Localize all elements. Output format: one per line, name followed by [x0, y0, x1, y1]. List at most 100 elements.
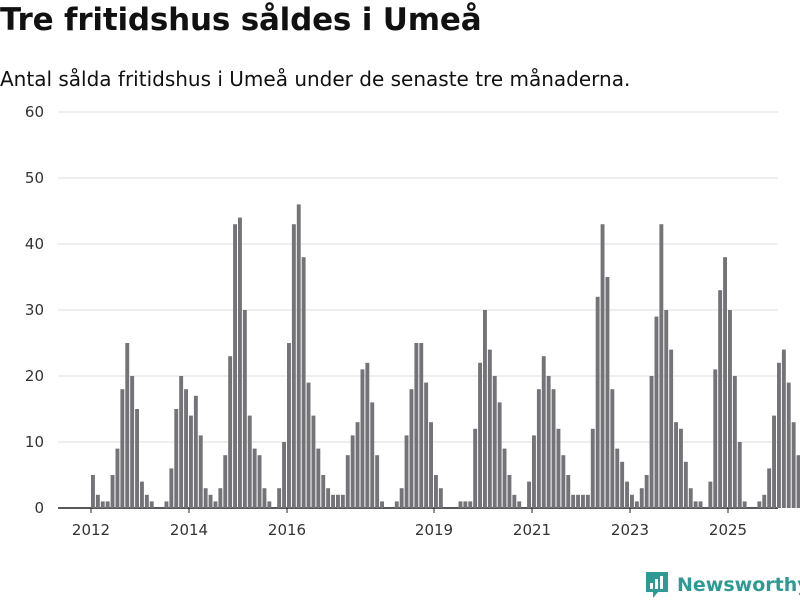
bar [296, 204, 301, 508]
bar [144, 494, 149, 508]
bar [242, 310, 247, 508]
bar [233, 224, 237, 508]
bar [659, 224, 664, 508]
bar [732, 376, 737, 508]
y-tick-label: 40 [25, 235, 44, 253]
bar [605, 277, 610, 508]
bar [478, 362, 482, 508]
bar [291, 224, 296, 508]
bar [238, 217, 242, 508]
bar [115, 448, 120, 508]
bar [110, 475, 115, 508]
chart-title: Tre fritidshus såldes i Umeå [0, 2, 482, 38]
bar [130, 376, 135, 508]
bar [777, 362, 781, 508]
bar [737, 442, 742, 508]
bar [791, 422, 796, 508]
bar [438, 488, 443, 508]
bar [512, 494, 517, 508]
bar [674, 422, 678, 508]
bar [174, 409, 179, 508]
bar [487, 349, 492, 508]
bar [551, 389, 556, 508]
bar [556, 428, 561, 508]
bar [713, 369, 718, 508]
newsworthy-logo: Newsworthy [644, 570, 800, 600]
bar [796, 455, 800, 508]
y-tick-label: 50 [25, 169, 44, 187]
bar [252, 448, 257, 508]
bar [581, 494, 585, 508]
bar [218, 488, 223, 508]
bar [125, 343, 130, 508]
bar [198, 435, 203, 508]
bar [208, 494, 213, 508]
bar [615, 448, 620, 508]
bar [365, 362, 370, 508]
bar [164, 501, 169, 508]
bar [213, 501, 218, 508]
bar [306, 382, 311, 508]
bar [742, 501, 747, 508]
x-tick-label: 2012 [72, 521, 110, 539]
bar [100, 501, 105, 508]
bar [468, 501, 473, 508]
bar [473, 428, 478, 508]
bar [140, 481, 144, 508]
x-tick-label: 2023 [611, 521, 649, 539]
bar [404, 435, 409, 508]
x-tick-label: 2014 [170, 521, 208, 539]
bar [149, 501, 154, 508]
bar [184, 389, 188, 508]
bar [723, 257, 727, 508]
bar [772, 415, 776, 508]
bar [669, 349, 674, 508]
bar [698, 501, 703, 508]
bar [718, 290, 723, 508]
bar [375, 455, 380, 508]
bar [786, 382, 791, 508]
bar [634, 501, 639, 508]
bar [394, 501, 399, 508]
bar [189, 415, 193, 508]
bar-chart: 0 10 20 30 40 50 60 2012 2014 2016 2019 2021 2023 202… [25, 103, 800, 539]
bar [257, 455, 262, 508]
bar [585, 494, 590, 508]
bar [536, 389, 541, 508]
bar [316, 448, 321, 508]
bar [360, 369, 365, 508]
bar [135, 409, 139, 508]
bar [282, 442, 286, 508]
bar [434, 475, 438, 508]
bar [571, 494, 576, 508]
bar [193, 395, 198, 508]
bar [370, 402, 375, 508]
bar [527, 481, 531, 508]
bar [95, 494, 100, 508]
bar [424, 382, 429, 508]
x-tick-label: 2021 [513, 521, 551, 539]
y-tick-label: 10 [25, 433, 44, 451]
bar [311, 415, 316, 508]
bar [429, 422, 433, 508]
bar [331, 494, 335, 508]
bar [664, 310, 669, 508]
bar [693, 501, 698, 508]
bar [105, 501, 110, 508]
bar [683, 461, 688, 508]
x-tick-label: 2019 [415, 521, 453, 539]
bar [630, 494, 634, 508]
bar [414, 343, 419, 508]
bar [277, 488, 282, 508]
newsworthy-logo-icon [646, 572, 668, 598]
y-tick-label: 20 [25, 367, 44, 385]
bar [350, 435, 355, 508]
bar [287, 343, 291, 508]
bar [380, 501, 384, 508]
bar [590, 428, 595, 508]
bar [600, 224, 605, 508]
bar [91, 475, 95, 508]
bar [728, 310, 732, 508]
bar [262, 488, 267, 508]
y-tick-label: 30 [25, 301, 44, 319]
